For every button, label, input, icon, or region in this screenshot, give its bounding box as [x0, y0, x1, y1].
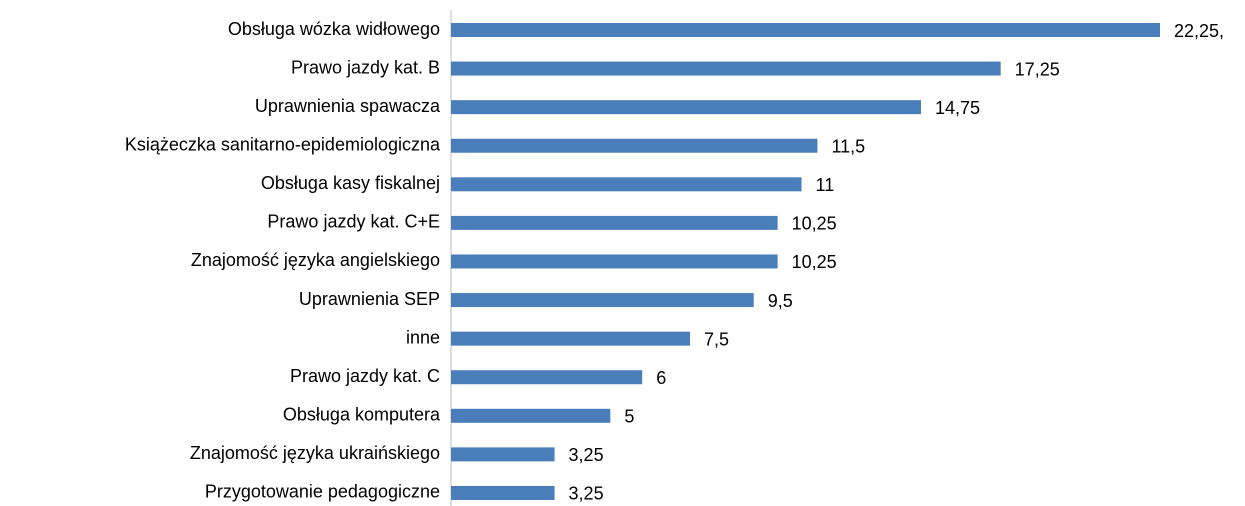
bar	[451, 408, 611, 423]
bar	[451, 370, 643, 385]
y-tick-label: Prawo jazdy kat. C	[290, 366, 440, 386]
bar	[451, 100, 922, 115]
y-tick-label: inne	[406, 327, 440, 347]
data-label: 11,5	[831, 136, 865, 156]
bar	[451, 215, 778, 230]
bar	[451, 23, 1160, 37]
data-label: 10,25	[792, 252, 837, 272]
y-tick-label: Obsługa wózka widłowego	[228, 19, 440, 39]
bar	[451, 61, 1001, 76]
bar	[451, 254, 778, 269]
y-tick-label: Prawo jazdy kat. B	[291, 57, 440, 77]
bar	[451, 331, 690, 346]
data-label: 11	[816, 175, 835, 195]
data-label: 17,25	[1015, 59, 1060, 79]
data-label: 3,25	[569, 484, 604, 504]
bar	[451, 138, 818, 153]
bar	[451, 485, 555, 500]
y-tick-label: Uprawnienia spawacza	[255, 96, 441, 116]
y-tick-label: Obsługa komputera	[283, 405, 441, 425]
data-label: 5	[624, 407, 634, 427]
data-label: 6	[656, 368, 666, 388]
data-label: 14,75	[935, 98, 980, 118]
y-tick-label: Przygotowanie pedagogiczne	[205, 482, 440, 502]
data-label: 3,25	[569, 445, 604, 465]
y-tick-label: Obsługa kasy fiskalnej	[261, 173, 440, 193]
y-tick-label: Znajomość języka angielskiego	[191, 250, 440, 270]
y-tick-label: Uprawnienia SEP	[299, 289, 440, 309]
data-label: 22,25,	[1174, 21, 1224, 41]
data-label: 9,5	[768, 291, 793, 311]
bar	[451, 177, 802, 192]
data-label: 10,25	[792, 214, 837, 234]
y-tick-label: Znajomość języka ukraińskiego	[190, 443, 440, 463]
bar	[451, 293, 754, 308]
y-tick-label: Książeczka sanitarno-epidemiologiczna	[125, 134, 441, 154]
bar	[451, 447, 555, 462]
data-label: 7,5	[704, 329, 729, 349]
y-tick-label: Prawo jazdy kat. C+E	[267, 212, 440, 232]
